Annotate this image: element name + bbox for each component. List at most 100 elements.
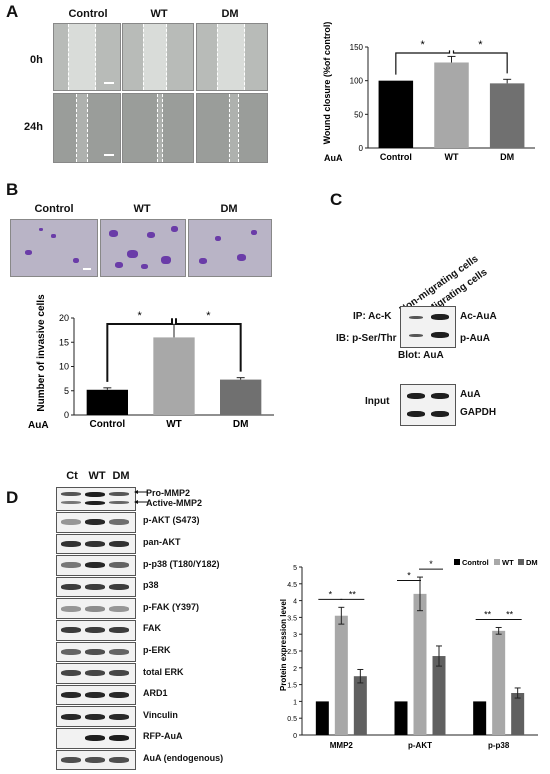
- y-tick-label: 2: [293, 666, 297, 673]
- blot-band: [85, 713, 105, 720]
- wound-image-wt-0h: [122, 23, 194, 91]
- wound-image-control-0h: [53, 23, 121, 91]
- chart-d-ylabel: Protein expression level: [279, 599, 288, 691]
- y-tick-label: 5: [64, 386, 69, 396]
- significance-bracket: [106, 318, 173, 382]
- band-label-p-aua: p-AuA: [460, 333, 490, 344]
- legend-swatch: [454, 559, 460, 565]
- y-tick-label: 0: [359, 144, 364, 153]
- western-blot-row: [56, 706, 136, 727]
- blot-label: AuA (endogenous): [143, 752, 224, 763]
- western-blot-row: [56, 512, 136, 533]
- x-tick-label: MMP2: [330, 741, 354, 750]
- significance-marker: *: [421, 39, 426, 51]
- invasion-image-control: [10, 219, 98, 277]
- blot-band: [85, 584, 105, 591]
- y-tick-label: 20: [59, 313, 69, 323]
- input-label: Input: [365, 396, 390, 407]
- blot-band: [61, 627, 81, 634]
- blot-label: p-FAK (Y397): [143, 601, 200, 612]
- x-tick-label: DM: [500, 152, 514, 162]
- blot-band: [85, 735, 105, 742]
- panel-a-row-0h: 0h: [30, 54, 43, 66]
- blot-band: [85, 519, 105, 526]
- bar: [220, 379, 262, 415]
- blot-band: [85, 756, 105, 763]
- chart-a-ylabel: Wound closure (%of control): [322, 22, 332, 145]
- legend-swatch: [494, 559, 500, 565]
- western-blot-row: [56, 684, 136, 706]
- blot-band: [85, 670, 105, 677]
- blot-band: [61, 670, 81, 677]
- wound-image-wt-24h: [122, 93, 194, 163]
- western-blot-row: [56, 576, 136, 598]
- blot-band: [109, 562, 129, 569]
- western-blot-row: [56, 620, 136, 641]
- blot-band: [61, 562, 81, 569]
- blot-band: [61, 605, 81, 612]
- y-tick-label: 5: [293, 565, 297, 572]
- blot-label: total ERK: [143, 666, 184, 677]
- chart-b-ylabel: Number of invasive cells: [36, 294, 47, 412]
- blot-band: [85, 692, 105, 699]
- blot-label: RFP-AuA: [143, 731, 183, 742]
- blot-band: [109, 540, 129, 547]
- significance-marker: **: [349, 589, 357, 599]
- blot-band: [109, 648, 129, 655]
- y-tick-label: 1.5: [287, 683, 297, 690]
- wound-image-control-24h: [53, 93, 121, 163]
- y-tick-label: 15: [59, 337, 69, 347]
- blot-aua-label: Blot: AuA: [398, 350, 444, 361]
- panel-b-col-control: Control: [34, 203, 74, 215]
- y-tick-label: 100: [350, 77, 364, 86]
- western-blot-row: [56, 555, 136, 576]
- x-tick-label: p-AKT: [408, 741, 432, 750]
- bar: [153, 337, 195, 415]
- bar: [492, 630, 506, 735]
- western-blot-row: [56, 749, 136, 771]
- bar: [432, 656, 446, 735]
- wound-image-dm-24h: [196, 93, 268, 163]
- significance-marker: **: [484, 609, 492, 619]
- significance-marker: *: [429, 559, 433, 569]
- significance-bracket: [175, 318, 242, 372]
- blot-label: Vinculin: [143, 709, 178, 720]
- bar: [86, 389, 128, 415]
- y-tick-label: 4.5: [287, 582, 297, 589]
- blot-band: [61, 713, 81, 720]
- y-tick-label: 3: [293, 632, 297, 639]
- x-tick-label: Control: [380, 152, 412, 162]
- blot-label: p-AKT (S473): [143, 515, 200, 526]
- band-label-gapdh: GAPDH: [460, 407, 497, 418]
- x-prefix-label: AuA: [28, 420, 49, 431]
- y-tick-label: 0: [293, 733, 297, 740]
- y-tick-label: 0.5: [287, 716, 297, 723]
- y-tick-label: 0: [64, 410, 69, 420]
- lane-ct: Ct: [66, 470, 78, 482]
- blot-band: [109, 519, 129, 526]
- bar: [489, 83, 525, 148]
- western-blot-row: [56, 598, 136, 619]
- blot-band: [61, 540, 81, 547]
- blot-label: p-ERK: [143, 644, 171, 655]
- panel-a-col-wt: WT: [150, 8, 168, 20]
- ip-blot: [400, 306, 456, 348]
- blot-label: ARD1: [143, 688, 168, 699]
- blot-band: [85, 605, 105, 612]
- bar: [378, 80, 414, 148]
- significance-marker: *: [138, 310, 143, 322]
- western-blot-row: [56, 663, 136, 684]
- blot-label: pan-AKT: [143, 536, 181, 547]
- significance-marker: *: [478, 39, 483, 51]
- bar: [353, 676, 367, 735]
- lane-dm: DM: [112, 470, 130, 482]
- blot-band: [109, 735, 129, 742]
- x-prefix-label: AuA: [324, 153, 343, 163]
- western-blot-row: [56, 728, 136, 749]
- label-pro-mmp2: Pro-MMP2: [146, 488, 191, 498]
- bar: [315, 701, 329, 735]
- panel-b-letter: B: [6, 180, 19, 199]
- blot-label: FAK: [143, 623, 161, 634]
- ib-label: IB: p-Ser/Thr: [336, 333, 397, 344]
- wound-closure-chart: Wound closure (%of control) 0 50 100 150 Con…: [322, 22, 535, 163]
